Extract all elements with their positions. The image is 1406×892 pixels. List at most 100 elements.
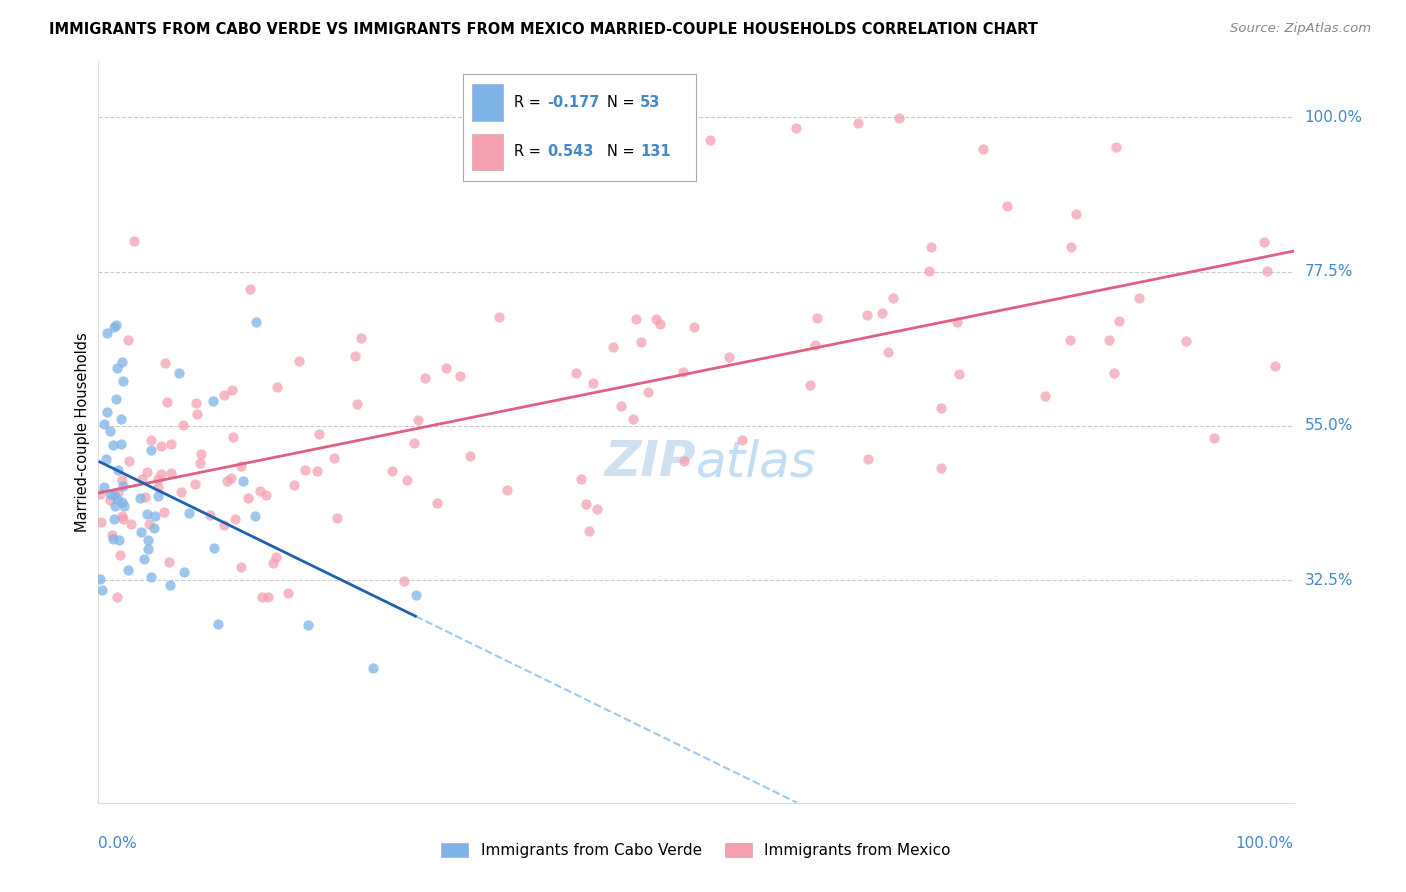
Point (135, 507, 157, 521)
Point (91, 583, 114, 598)
Point (131, 472, 153, 486)
Point (918, 264, 941, 278)
Point (110, 355, 132, 369)
Point (252, 590, 274, 604)
Point (190, 447, 212, 461)
Point (219, 471, 242, 485)
Point (236, 491, 259, 506)
Point (731, 433, 754, 447)
Point (177, 506, 200, 520)
Point (105, 590, 128, 604)
Point (392, 574, 415, 588)
Point (277, 586, 299, 600)
Point (104, 392, 127, 406)
Point (889, 111, 911, 125)
Point (103, 512, 125, 526)
Point (585, 502, 607, 516)
Point (249, 483, 271, 498)
Point (118, 454, 141, 468)
Point (169, 366, 191, 380)
Point (146, 472, 169, 486)
Point (855, 308, 877, 322)
Point (112, 479, 135, 493)
Point (150, 467, 173, 481)
Point (882, 291, 904, 305)
Point (1202, 431, 1225, 445)
Point (948, 368, 970, 382)
Point (101, 527, 124, 541)
Point (785, 120, 807, 135)
Point (101, 532, 124, 546)
Point (110, 437, 132, 451)
Point (229, 458, 252, 473)
Point (574, 497, 596, 511)
Text: 32.5%: 32.5% (1305, 573, 1353, 588)
Point (132, 552, 155, 566)
Point (929, 401, 952, 416)
Point (200, 508, 222, 523)
Point (1264, 359, 1286, 373)
Point (207, 616, 229, 631)
Point (405, 588, 427, 602)
Point (262, 556, 284, 570)
Point (929, 461, 952, 475)
Point (96, 451, 118, 466)
Point (129, 491, 152, 505)
Point (856, 451, 879, 466)
Point (212, 387, 235, 401)
Point (624, 311, 647, 326)
Point (343, 349, 366, 363)
Point (117, 563, 139, 577)
Point (1256, 264, 1278, 278)
Point (806, 311, 828, 326)
Point (157, 555, 180, 569)
Point (717, 350, 740, 364)
Point (138, 542, 160, 557)
Point (672, 365, 695, 379)
Point (346, 397, 368, 411)
Point (186, 408, 208, 422)
Point (699, 134, 721, 148)
Point (101, 437, 124, 451)
Point (434, 360, 457, 375)
Point (602, 340, 624, 354)
Point (1098, 333, 1121, 347)
Point (920, 240, 942, 254)
Point (361, 660, 384, 674)
Point (243, 508, 266, 523)
Point (297, 618, 319, 632)
Point (103, 320, 125, 334)
Point (637, 385, 659, 400)
Point (283, 478, 305, 492)
Text: 100.0%: 100.0% (1305, 110, 1362, 125)
Point (96, 405, 118, 419)
Point (1128, 291, 1150, 305)
Point (155, 356, 177, 370)
Point (350, 331, 373, 345)
Point (90, 515, 112, 529)
Point (630, 334, 652, 349)
Point (870, 306, 893, 320)
Y-axis label: Married-couple Households: Married-couple Households (75, 333, 90, 533)
Point (112, 511, 135, 525)
Point (160, 437, 183, 451)
Point (138, 533, 160, 547)
Point (1059, 333, 1081, 347)
Point (143, 508, 166, 523)
Point (395, 473, 418, 487)
Point (946, 316, 969, 330)
Point (143, 520, 166, 534)
Point (1108, 314, 1130, 328)
Point (103, 500, 125, 514)
Point (112, 499, 135, 513)
Point (609, 399, 631, 413)
Point (108, 533, 131, 547)
Point (995, 199, 1018, 213)
Point (139, 570, 162, 584)
Point (111, 508, 134, 523)
Point (93, 480, 115, 494)
Point (495, 483, 517, 497)
Point (239, 282, 262, 296)
Point (460, 450, 482, 464)
Point (96, 326, 118, 341)
